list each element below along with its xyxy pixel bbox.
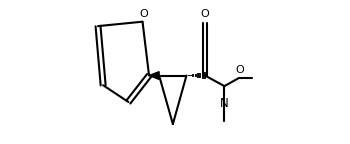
Text: O: O xyxy=(236,65,244,75)
Text: N: N xyxy=(220,97,229,110)
Text: O: O xyxy=(201,9,209,19)
Text: O: O xyxy=(139,8,148,19)
Polygon shape xyxy=(149,72,159,79)
